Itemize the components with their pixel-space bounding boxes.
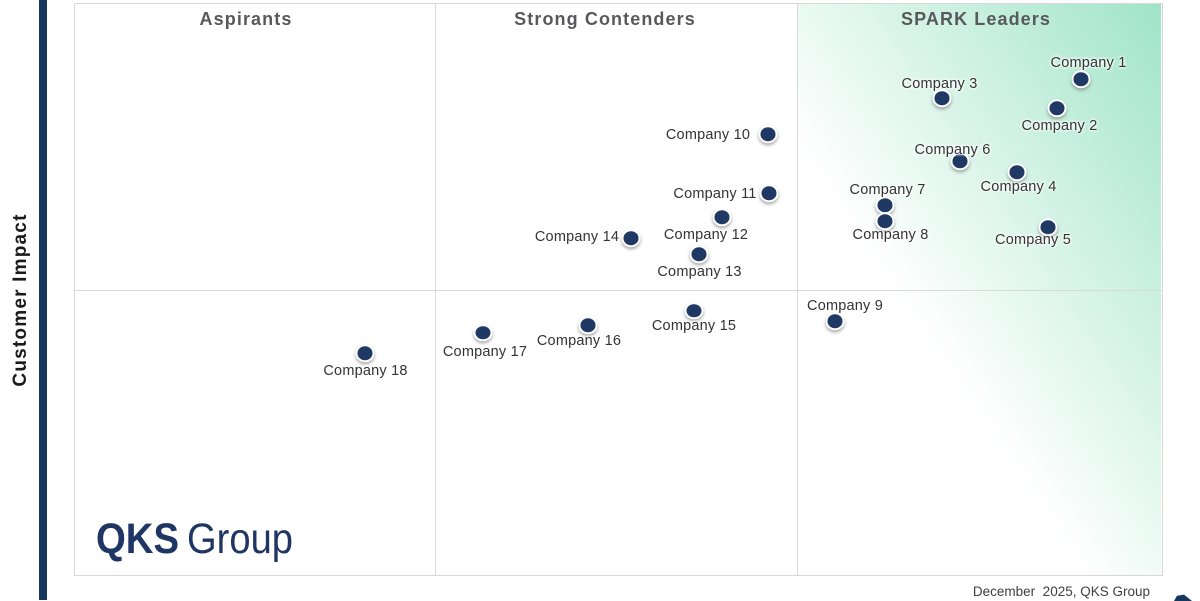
svg-text:Group: Group [187, 515, 293, 563]
svg-text:QKS: QKS [96, 515, 179, 563]
